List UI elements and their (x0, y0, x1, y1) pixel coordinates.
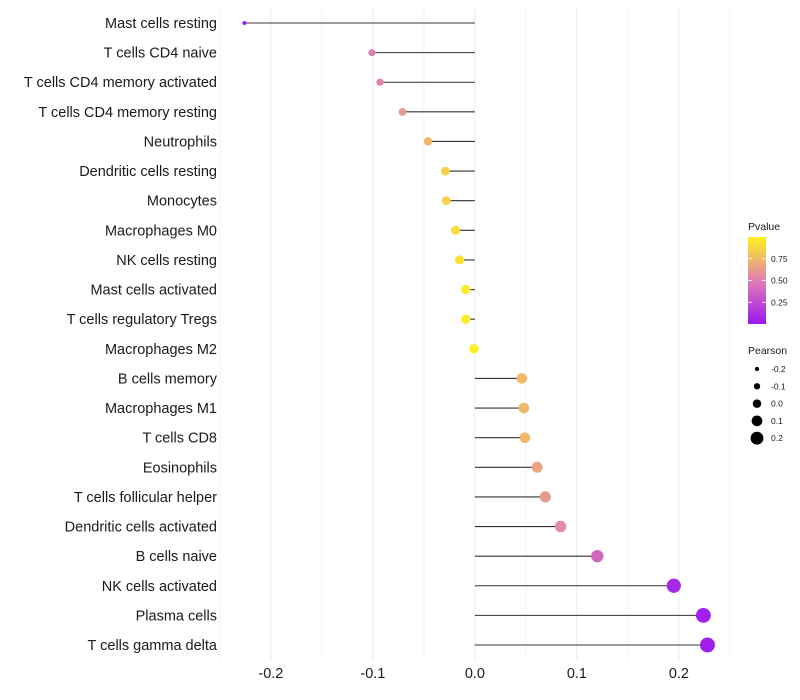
colorbar-tick-label: 0.75 (771, 254, 788, 264)
lollipop-point (518, 402, 530, 414)
x-tick-label: -0.2 (258, 666, 283, 682)
lollipop-point (455, 255, 465, 265)
lollipop-point (376, 78, 384, 86)
size-legend-label: -0.2 (771, 364, 786, 374)
y-tick-label: Macrophages M1 (105, 401, 217, 417)
lollipop-point (398, 107, 407, 116)
y-tick-label: Mast cells resting (105, 16, 217, 32)
x-tick-label: 0.1 (567, 666, 587, 682)
lollipop-point (423, 137, 433, 146)
y-tick-label: T cells follicular helper (74, 490, 217, 506)
lollipop-point (440, 166, 450, 176)
pearson-legend: Pearson -0.2 -0.1 0.0 0.1 0.2 (748, 345, 787, 445)
colorbar-tick-label: 0.50 (771, 276, 788, 286)
lollipop-point (450, 225, 461, 235)
y-tick-label: Monocytes (147, 194, 217, 210)
y-tick-label: B cells memory (118, 371, 218, 387)
lollipop-point (666, 578, 681, 593)
pvalue-legend-title: Pvalue (748, 221, 780, 233)
lollipop-point (368, 49, 376, 57)
size-legend-label: 0.0 (771, 399, 783, 409)
x-axis-labels: -0.2 -0.1 0.0 0.1 0.2 (258, 666, 689, 682)
y-tick-label: Plasma cells (136, 608, 217, 624)
lollipop-point (242, 20, 247, 26)
x-tick-label: 0.2 (669, 666, 689, 682)
lollipop-points (242, 20, 715, 653)
size-legend-label: 0.2 (771, 433, 783, 443)
size-legend-dot (753, 383, 761, 390)
y-axis-labels: Mast cells resting T cells CD4 naive T cel… (24, 16, 218, 654)
lollipop-segments (244, 22, 708, 646)
y-tick-label: Mast cells activated (90, 283, 217, 299)
size-legend-dot (752, 399, 762, 408)
y-tick-label: T cells CD4 memory activated (24, 75, 217, 91)
lollipop-point (461, 284, 471, 295)
lollipop-point (591, 549, 604, 563)
lollipop-point (699, 637, 715, 653)
y-tick-label: Macrophages M2 (105, 342, 217, 358)
y-tick-label: Eosinophils (143, 460, 217, 476)
pearson-legend-title: Pearson (748, 345, 787, 357)
y-tick-label: NK cells resting (116, 253, 217, 269)
lollipop-point (531, 461, 543, 473)
y-tick-label: T cells regulatory Tregs (67, 312, 217, 328)
size-legend-label: 0.1 (771, 416, 783, 426)
x-tick-label: -0.1 (360, 666, 385, 682)
size-legend-dot (754, 366, 760, 372)
lollipop-point (469, 344, 479, 354)
y-tick-label: T cells gamma delta (88, 638, 218, 654)
pvalue-colorbar (748, 237, 766, 324)
y-tick-label: B cells naive (136, 549, 217, 565)
y-tick-label: Dendritic cells resting (79, 164, 217, 180)
y-tick-label: Neutrophils (144, 134, 217, 150)
colorbar-tick-label: 0.25 (771, 297, 788, 307)
size-legend-dot (750, 431, 764, 445)
y-tick-label: T cells CD8 (142, 431, 217, 447)
y-tick-label: NK cells activated (102, 579, 217, 595)
gridlines (219, 8, 731, 660)
x-tick-label: 0.0 (465, 666, 485, 682)
size-legend-label: -0.1 (771, 381, 786, 391)
lollipop-point (516, 373, 528, 384)
y-tick-label: T cells CD4 memory resting (38, 105, 217, 121)
y-tick-label: T cells CD4 naive (104, 46, 217, 62)
lollipop-point (519, 432, 531, 444)
y-tick-label: Macrophages M0 (105, 223, 217, 239)
y-tick-label: Dendritic cells activated (65, 520, 217, 536)
lollipop-point (441, 196, 451, 206)
lollipop-point (695, 607, 711, 623)
pvalue-legend: Pvalue 0.25 0.50 0.75 (748, 221, 788, 324)
lollipop-point (539, 491, 551, 503)
size-legend-dot (751, 415, 763, 427)
lollipop-point (461, 314, 471, 324)
lollipop-point (554, 520, 567, 533)
